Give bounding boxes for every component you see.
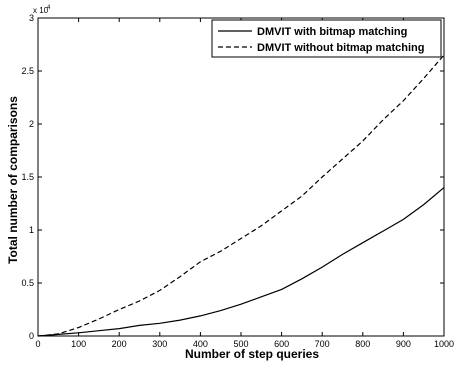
x-tick-label: 200 (112, 339, 127, 349)
y-tick-label: 0.5 (21, 278, 34, 288)
x-tick-label: 700 (315, 339, 330, 349)
y-scale-exponent: 4 (47, 5, 51, 11)
x-axis-label: Number of step queries (185, 347, 319, 361)
y-scale-multiplier: x 10 (33, 6, 49, 15)
legend-label-without-bitmap: DMVIT without bitmap matching (257, 42, 424, 54)
legend-label-with-bitmap: DMVIT with bitmap matching (257, 26, 407, 38)
legend-box (211, 19, 442, 58)
legend: DMVIT with bitmap matching DMVIT without… (211, 19, 442, 58)
series-line-with-bitmap (37, 187, 445, 337)
y-tick-label: 1 (29, 225, 34, 235)
x-tick-label: 900 (396, 339, 411, 349)
y-axis-label: Total number of comparisons (6, 96, 20, 264)
x-axis-ticks: 0 100 200 300 400 500 600 700 800 900 1000 (35, 18, 454, 349)
series-line-without-bitmap (37, 54, 445, 337)
plot-area-border (37, 17, 445, 337)
x-tick-label: 800 (355, 339, 370, 349)
series-layer (37, 54, 445, 337)
y-tick-label: 1.5 (21, 172, 34, 182)
x-tick-label: 1000 (434, 339, 454, 349)
y-tick-label: 2 (29, 119, 34, 129)
x-tick-label: 500 (233, 339, 248, 349)
x-tick-label: 0 (35, 339, 40, 349)
x-tick-label: 300 (152, 339, 167, 349)
y-tick-label: 3 (29, 13, 34, 23)
y-axis-ticks: 0 0.5 1 1.5 2 2.5 3 (21, 13, 444, 341)
y-tick-label: 2.5 (21, 66, 34, 76)
x-tick-label: 400 (193, 339, 208, 349)
x-tick-label: 600 (274, 339, 289, 349)
y-tick-label: 0 (29, 331, 34, 341)
x-tick-label: 100 (71, 339, 86, 349)
plot-frame (37, 17, 445, 337)
